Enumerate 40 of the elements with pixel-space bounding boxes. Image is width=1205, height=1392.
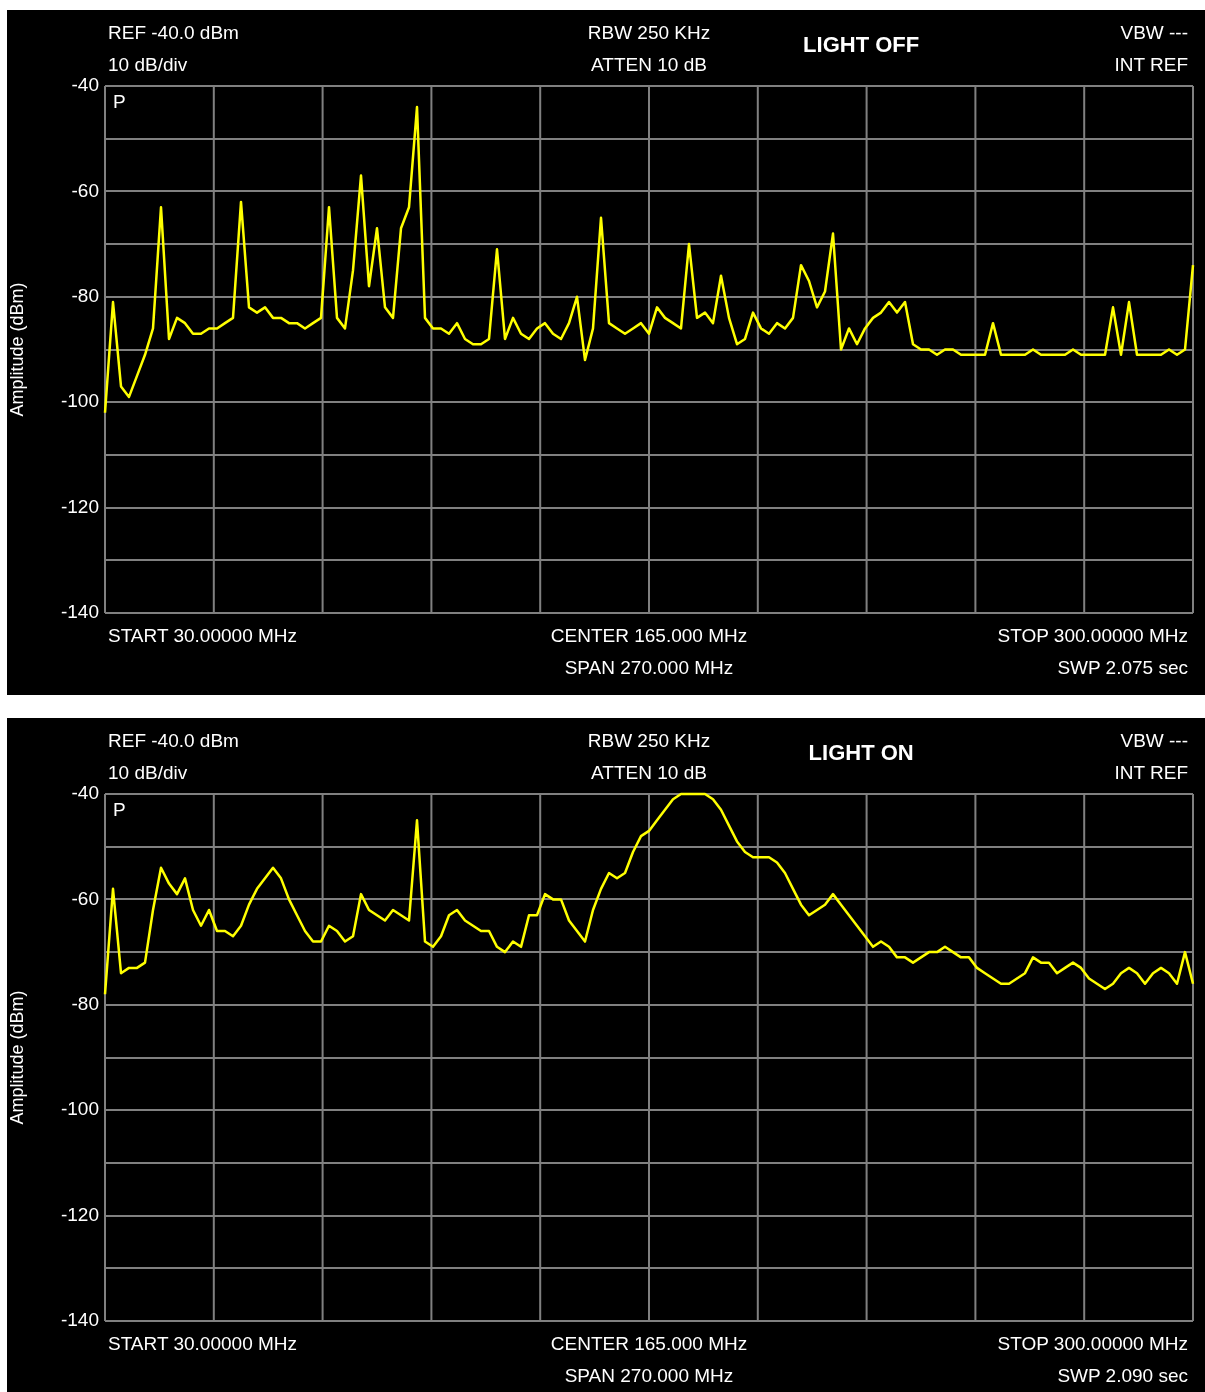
text: STOP 300.00000 MHz <box>997 1333 1188 1355</box>
y-axis-title: Amplitude (dBm) <box>6 990 27 1125</box>
text: REF -40.0 dBm <box>108 730 239 752</box>
text: CENTER 165.000 MHz <box>550 1333 748 1355</box>
annotation: P <box>113 91 126 113</box>
text: 10 dB/div <box>108 54 188 76</box>
text: START 30.00000 MHz <box>108 1333 298 1355</box>
annotation: P <box>113 799 126 821</box>
text: RBW 250 KHz <box>587 730 711 752</box>
text: 10 dB/div <box>108 762 188 784</box>
chart-title: LIGHT ON <box>808 740 914 766</box>
text: CENTER 165.000 MHz <box>550 625 748 647</box>
text: VBW --- <box>1120 22 1188 44</box>
y-tick-label: -140 <box>60 1309 99 1331</box>
y-tick-label: -100 <box>60 390 99 412</box>
y-tick-label: -40 <box>71 74 99 96</box>
text: ATTEN 10 dB <box>591 762 707 784</box>
y-tick-label: -80 <box>71 993 99 1015</box>
chart-title: LIGHT OFF <box>803 32 920 58</box>
text: INT REF <box>1114 54 1188 76</box>
y-tick-label: -120 <box>60 495 99 517</box>
text: START 30.00000 MHz <box>108 625 298 647</box>
y-tick-label: -100 <box>60 1098 99 1120</box>
y-tick-label: -40 <box>71 782 99 804</box>
y-tick-label: -80 <box>71 285 99 307</box>
text: SWP 2.090 sec <box>1057 1365 1188 1387</box>
text: REF -40.0 dBm <box>108 22 239 44</box>
text: VBW --- <box>1120 730 1188 752</box>
y-tick-label: -60 <box>71 887 99 909</box>
text: SPAN 270.000 MHz <box>564 657 734 679</box>
text: ATTEN 10 dB <box>591 54 707 76</box>
text: STOP 300.00000 MHz <box>997 625 1188 647</box>
text: RBW 250 KHz <box>587 22 711 44</box>
text: SWP 2.075 sec <box>1057 657 1188 679</box>
text: SPAN 270.000 MHz <box>564 1365 734 1387</box>
y-tick-label: -140 <box>60 601 99 623</box>
y-tick-label: -60 <box>71 179 99 201</box>
y-tick-label: -120 <box>60 1203 99 1225</box>
text: INT REF <box>1114 762 1188 784</box>
y-axis-title: Amplitude (dBm) <box>6 282 27 417</box>
